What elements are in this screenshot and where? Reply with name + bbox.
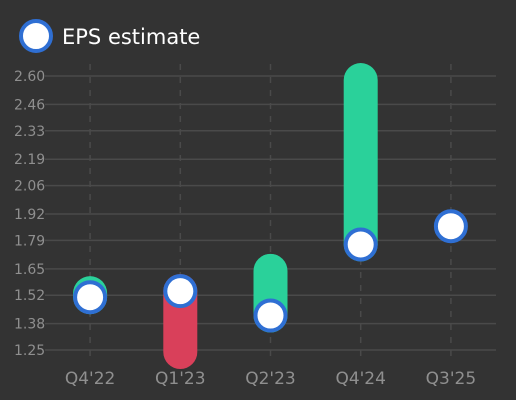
- eps-estimate-marker[interactable]: [343, 227, 378, 262]
- y-tick-label: 1.25: [14, 343, 45, 359]
- x-tick-label: Q2'23: [245, 369, 296, 389]
- y-tick-label: 1.65: [14, 262, 45, 278]
- x-tick-label: Q1'23: [155, 369, 206, 389]
- y-tick-label: 2.33: [14, 124, 45, 140]
- y-tick-label: 2.06: [14, 179, 45, 195]
- eps-estimate-marker[interactable]: [433, 209, 468, 244]
- y-tick-label: 1.79: [14, 233, 45, 249]
- eps-estimate-marker[interactable]: [163, 274, 198, 309]
- beat-bar[interactable]: [343, 63, 378, 262]
- y-tick-label: 1.38: [14, 317, 45, 333]
- x-tick-label: Q4'22: [65, 369, 116, 389]
- y-tick-label: 1.92: [14, 207, 45, 223]
- y-tick-label: 2.60: [14, 69, 45, 85]
- legend-label: EPS estimate: [62, 25, 200, 49]
- x-tick-label: Q3'25: [426, 369, 477, 389]
- legend[interactable]: EPS estimate: [19, 19, 200, 53]
- marker-layer: [73, 209, 468, 333]
- x-tick-label: Q4'24: [335, 369, 386, 389]
- eps-estimate-marker[interactable]: [73, 280, 108, 315]
- eps-estimate-marker[interactable]: [253, 298, 288, 333]
- y-tick-label: 2.46: [14, 97, 45, 113]
- y-tick-label: 1.52: [14, 288, 45, 304]
- legend-marker-icon: [19, 19, 53, 53]
- label-layer: 1.25 1.38 1.52 1.65 1.79 1.92 2.06 2.19 2.33 2.46…: [14, 69, 476, 389]
- y-tick-label: 2.19: [14, 152, 45, 168]
